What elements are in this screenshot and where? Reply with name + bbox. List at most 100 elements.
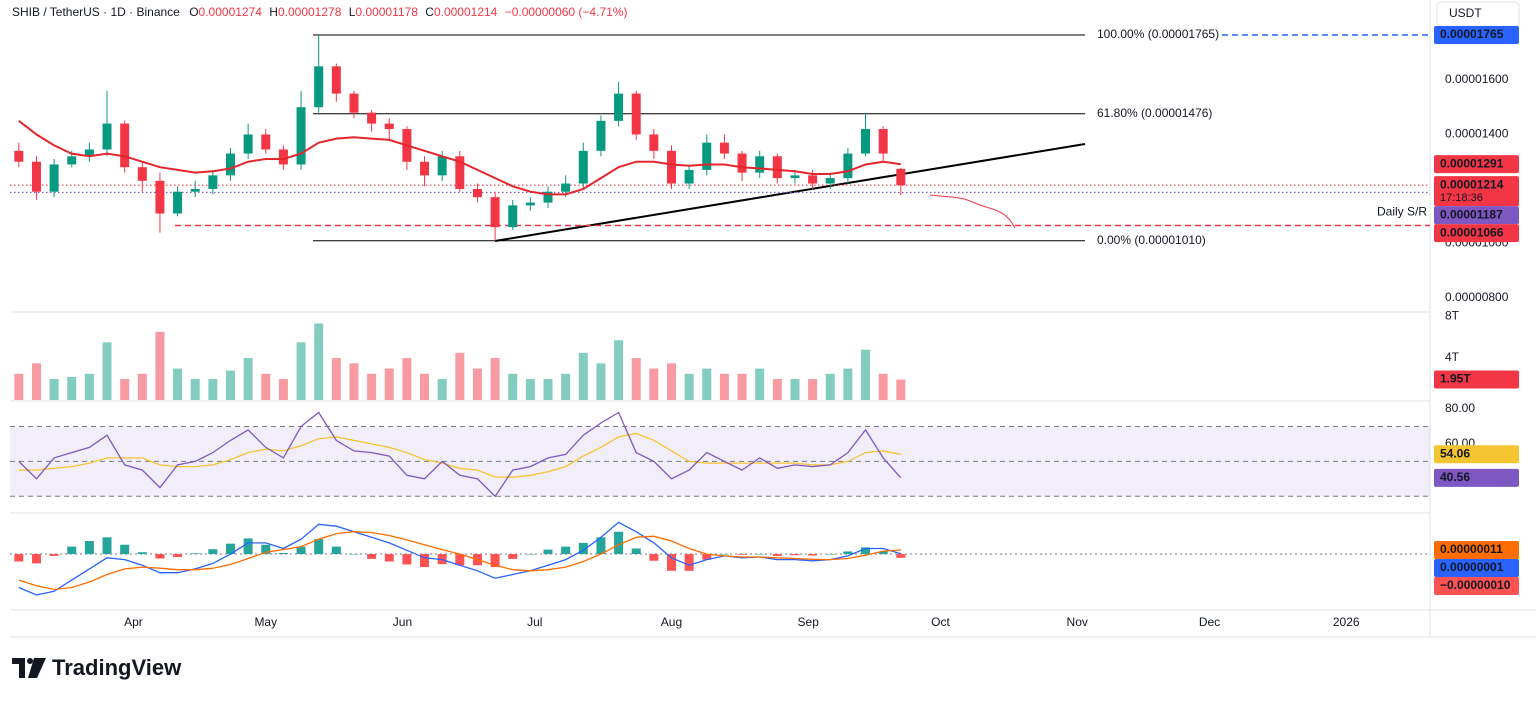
- candle-body: [102, 123, 112, 150]
- price-label-box: [1434, 224, 1519, 243]
- price-label: 0.00001187: [1440, 207, 1503, 221]
- price-label: 0.00000001: [1440, 560, 1504, 574]
- ohlc-label: L: [349, 5, 356, 19]
- volume-bar: [561, 373, 571, 400]
- annotation: Daily S/R: [1377, 205, 1427, 219]
- histogram-bar: [790, 554, 800, 556]
- candle-body: [173, 191, 183, 214]
- volume-bar: [137, 373, 147, 400]
- histogram-bar: [120, 544, 130, 555]
- candle-body: [808, 175, 818, 184]
- logo-shape: [12, 658, 25, 678]
- candle-body: [296, 107, 306, 165]
- symbol: SHIB / TetherUS · 1D · Binance: [12, 5, 180, 19]
- histogram-bar: [737, 554, 747, 555]
- histogram-bar: [578, 542, 588, 555]
- candle-body: [384, 123, 394, 130]
- volume-bar: [578, 352, 588, 400]
- volume-bar: [472, 368, 482, 400]
- candle-body: [349, 93, 359, 113]
- candle-body: [578, 150, 588, 184]
- histogram-bar: [808, 554, 818, 556]
- candle-body: [878, 129, 888, 154]
- volume-bar: [737, 373, 747, 400]
- candle-body: [472, 188, 482, 198]
- price-label-box: [1434, 25, 1519, 44]
- forecast-path: [929, 194, 1016, 229]
- candle-body: [225, 153, 235, 176]
- fib-label: 61.80% (0.00001476): [1097, 106, 1212, 120]
- countdown: 17:18:36: [1440, 192, 1483, 204]
- candle-body: [790, 175, 800, 179]
- candle-body: [543, 191, 553, 203]
- rsi-line: [18, 411, 902, 498]
- currency[interactable]: USDT: [1449, 6, 1482, 20]
- histogram-bar: [31, 554, 41, 564]
- price-label: −0.00000010: [1440, 578, 1511, 592]
- header: SHIB / TetherUS · 1D · Binance O0.000012…: [12, 5, 627, 19]
- candle-body: [490, 197, 500, 228]
- price-label-box: [1434, 558, 1519, 577]
- volume-bar: [190, 379, 200, 400]
- candle-body: [737, 153, 747, 173]
- candle-body: [243, 134, 253, 154]
- volume-bar: [631, 358, 641, 400]
- volume-bar: [155, 331, 165, 400]
- y-tick-label: 8T: [1445, 308, 1460, 322]
- volume-bar: [878, 373, 888, 400]
- candle-body: [719, 142, 729, 154]
- volume-bar: [490, 358, 500, 400]
- candle-body: [331, 66, 341, 94]
- price-label-box: [1434, 206, 1519, 225]
- candle-body: [596, 120, 606, 151]
- volume-bar: [702, 368, 712, 400]
- volume-bar: [173, 368, 183, 400]
- volume-bar: [896, 379, 906, 400]
- price-label: 1.95T: [1440, 372, 1471, 386]
- histogram-bar: [490, 554, 500, 568]
- histogram-bar: [561, 546, 571, 555]
- candle-body: [896, 168, 906, 186]
- volume-bar: [666, 363, 676, 400]
- volume-bar: [843, 368, 853, 400]
- histogram-bar: [420, 554, 430, 568]
- candle-body: [278, 149, 288, 165]
- fib-label: 0.00% (0.00001010): [1097, 233, 1206, 247]
- histogram-bar: [349, 554, 359, 555]
- price-label-box: [1434, 155, 1519, 174]
- price-label: 0.00001765: [1440, 27, 1504, 41]
- histogram-bar: [843, 551, 853, 555]
- candle-body: [208, 175, 218, 189]
- fib-label: 100.00% (0.00001765): [1097, 27, 1219, 41]
- histogram-bar: [614, 531, 624, 555]
- candle-body: [155, 180, 165, 214]
- brand: TradingView: [52, 655, 182, 680]
- histogram-bar: [719, 554, 729, 555]
- histogram-bar: [631, 548, 641, 555]
- volume-bar: [208, 379, 218, 400]
- y-tick-label: 0.00001600: [1445, 72, 1509, 86]
- histogram-bar: [155, 554, 165, 559]
- moving-average: [18, 120, 901, 196]
- y-tick-label: 80.00: [1445, 401, 1475, 415]
- volume-bar: [102, 342, 112, 400]
- volume-bar: [755, 368, 765, 400]
- histogram-bar: [296, 546, 306, 555]
- volume-bar: [261, 373, 271, 400]
- ohlc-label: H: [269, 5, 278, 19]
- candle-body: [49, 164, 59, 192]
- candle-body: [31, 161, 41, 192]
- candle-body: [420, 161, 430, 176]
- candle-body: [508, 205, 518, 228]
- histogram-bar: [684, 554, 694, 571]
- histogram-bar: [384, 554, 394, 562]
- volume-bar: [49, 379, 59, 400]
- x-tick-label: Oct: [931, 615, 950, 629]
- volume-bar: [437, 379, 447, 400]
- y-tick-label: 0.00001400: [1445, 127, 1509, 141]
- macd-line: [18, 531, 901, 591]
- histogram-bar: [666, 554, 676, 571]
- volume-bar: [31, 363, 41, 400]
